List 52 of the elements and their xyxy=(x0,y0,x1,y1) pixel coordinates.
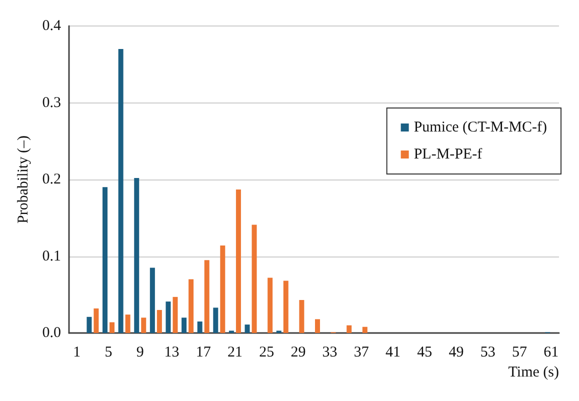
y-tick-label: 0.0 xyxy=(42,325,61,341)
bar xyxy=(125,314,130,333)
bar xyxy=(268,278,273,333)
bar xyxy=(182,318,187,333)
x-tick-label: 49 xyxy=(448,344,464,360)
bar xyxy=(315,319,320,333)
bar xyxy=(346,325,352,333)
x-tick-label: 61 xyxy=(544,344,559,360)
bar xyxy=(283,280,288,333)
y-axis-title: Probability (–) xyxy=(16,136,32,224)
bar xyxy=(299,300,304,333)
legend-label: PL-M-PE-f xyxy=(414,146,482,162)
bar xyxy=(102,187,108,333)
x-tick-label: 41 xyxy=(386,344,401,360)
x-tick-label: 57 xyxy=(512,344,528,360)
bar xyxy=(141,318,146,333)
bar xyxy=(166,302,171,333)
bar xyxy=(150,268,155,333)
legend-label: Pumice (CT-M-MC-f) xyxy=(414,120,548,136)
y-tick-label: 0.4 xyxy=(42,18,62,34)
bar xyxy=(110,322,115,333)
bar xyxy=(94,308,99,333)
y-tick-label: 0.3 xyxy=(42,94,61,111)
y-tick-label: 0.1 xyxy=(42,248,61,264)
bar xyxy=(204,260,210,333)
x-tick-label: 21 xyxy=(227,344,242,360)
x-tick-label: 53 xyxy=(480,344,496,360)
bar xyxy=(252,224,257,333)
bar xyxy=(244,324,250,333)
bar xyxy=(220,246,226,333)
x-tick-label: 29 xyxy=(290,344,306,360)
bar xyxy=(118,49,124,333)
bar xyxy=(197,321,202,333)
x-tick-label: 45 xyxy=(417,344,432,360)
bar xyxy=(188,279,194,333)
y-tick-label: 0.2 xyxy=(42,172,61,188)
x-tick-label: 17 xyxy=(196,344,212,360)
x-tick-label: 13 xyxy=(164,344,180,360)
bar xyxy=(213,308,218,333)
bar xyxy=(172,296,178,333)
x-tick-label: 33 xyxy=(322,344,338,360)
x-tick-label: 1 xyxy=(73,344,81,360)
bar xyxy=(134,178,140,333)
x-tick-label: 37 xyxy=(354,344,370,360)
bar xyxy=(156,310,162,333)
bar xyxy=(86,316,92,333)
x-tick-label: 25 xyxy=(259,344,274,360)
bar xyxy=(362,326,368,333)
x-tick-label: 5 xyxy=(104,344,112,360)
x-axis-title: Time (s) xyxy=(508,364,559,380)
x-tick-label: 9 xyxy=(136,344,144,360)
bar xyxy=(236,189,241,333)
